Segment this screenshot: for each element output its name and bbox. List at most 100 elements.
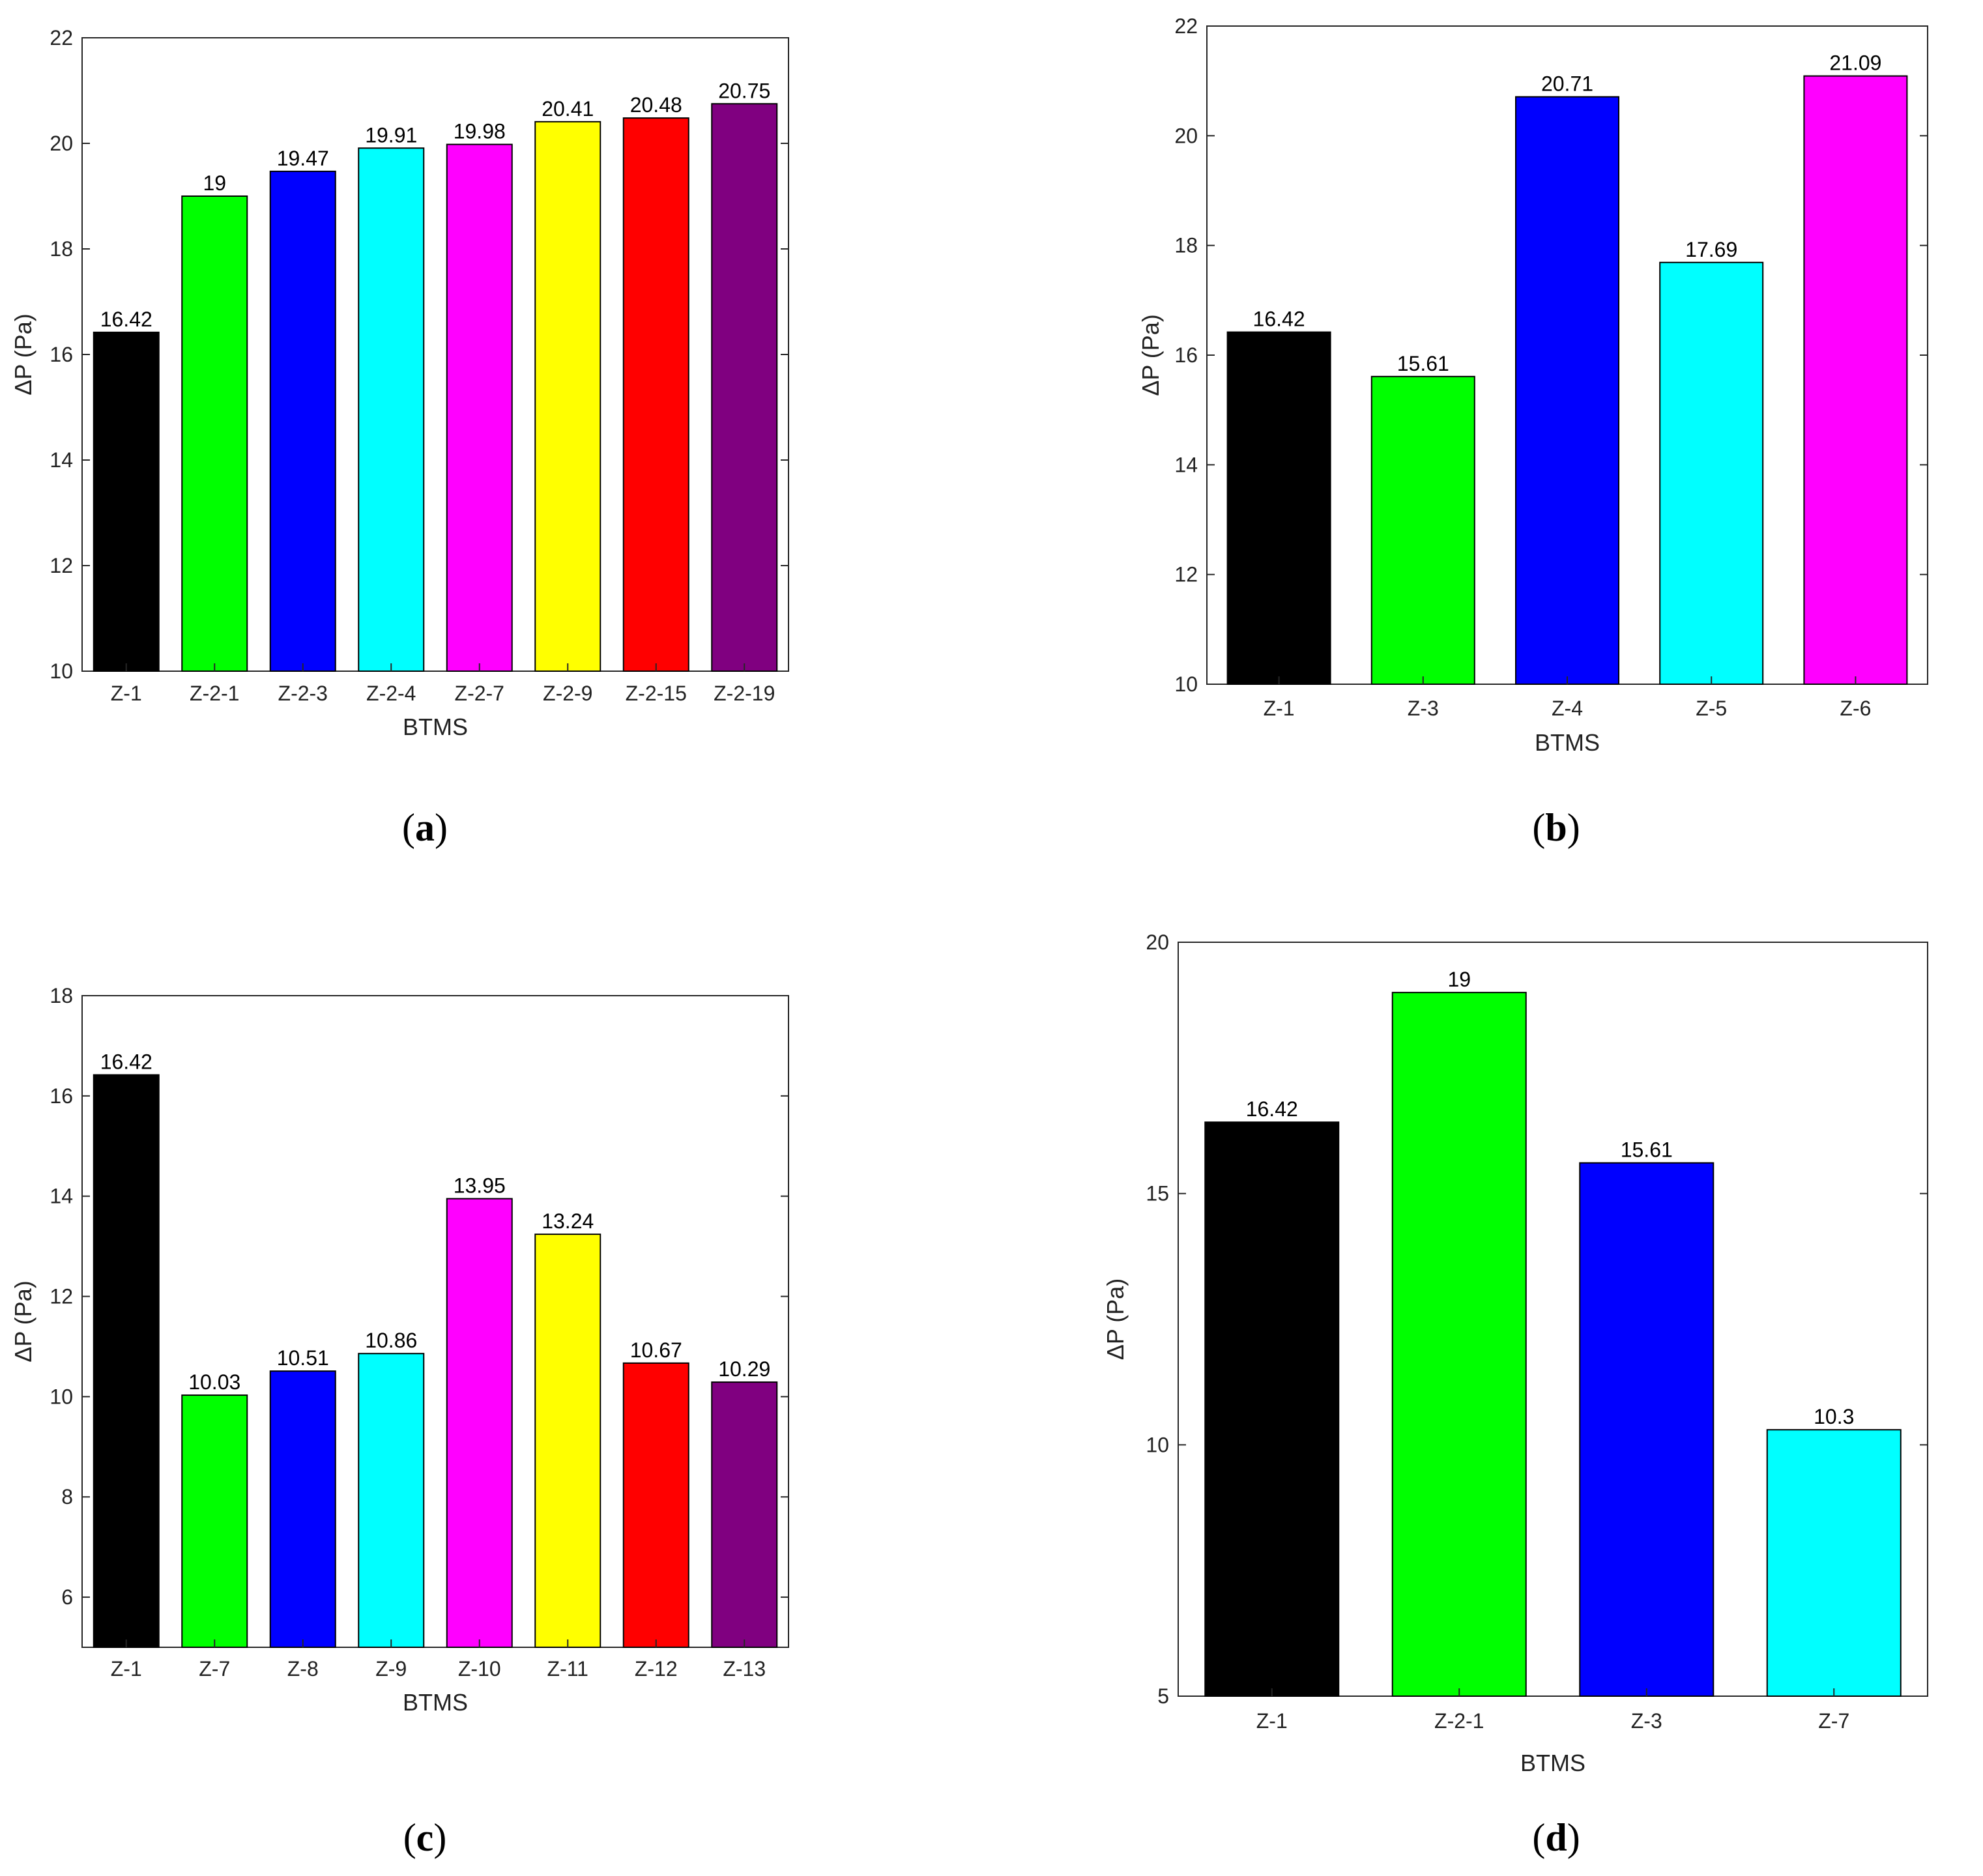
x-tick-label: Z-11 xyxy=(547,1657,588,1681)
data-label: 16.42 xyxy=(1246,1097,1298,1121)
data-label: 16.42 xyxy=(100,308,152,331)
x-tick-label: Z-10 xyxy=(458,1657,501,1681)
chart-a: 10 12 14 16 18 20 22 16.42 Z-1 19 Z-2-1 19.47 Z-2-3 1… xyxy=(10,26,789,849)
y-tick-label: 16 xyxy=(50,343,73,366)
x-tick-label: Z-1 xyxy=(111,1657,142,1681)
bar-z-2-1 xyxy=(1391,992,1527,1697)
data-label: 19.47 xyxy=(277,147,329,170)
data-label: 10.29 xyxy=(718,1357,770,1381)
y-tick-label: 18 xyxy=(50,984,73,1007)
data-label: 17.69 xyxy=(1685,238,1737,261)
bar-z-13 xyxy=(711,1381,778,1648)
x-tick-label: Z-1 xyxy=(1256,1709,1288,1733)
bar-z-1 xyxy=(93,1074,160,1648)
panel-caption: (b) xyxy=(1532,806,1580,849)
y-tick-label: 20 xyxy=(1146,931,1169,954)
x-tick-label: Z-2-1 xyxy=(1434,1709,1484,1733)
bar-z-2-19 xyxy=(711,103,778,672)
data-label: 13.24 xyxy=(542,1209,594,1233)
bar-z-2-15 xyxy=(622,117,689,672)
x-tick-label: Z-3 xyxy=(1631,1709,1662,1733)
panel-caption-letter: c xyxy=(416,1816,434,1859)
data-label: 10.3 xyxy=(1814,1405,1854,1428)
x-axis-label: BTMS xyxy=(1520,1750,1585,1776)
bar-z-3 xyxy=(1579,1162,1715,1697)
bar-z-2-3 xyxy=(269,170,336,672)
y-tick-label: 14 xyxy=(50,1185,73,1208)
bar-z-1 xyxy=(93,331,160,672)
bar-z-11 xyxy=(534,1234,601,1648)
data-label: 21.09 xyxy=(1829,51,1881,75)
data-label: 20.75 xyxy=(718,79,770,102)
panel-caption: (c) xyxy=(403,1816,447,1859)
bar-z-12 xyxy=(622,1362,689,1649)
data-label: 10.03 xyxy=(188,1370,240,1394)
y-tick-label: 15 xyxy=(1146,1182,1169,1205)
x-tick-label: Z-2-1 xyxy=(190,682,239,705)
y-axis-label: ΔP (Pa) xyxy=(10,1280,36,1362)
data-label: 19.98 xyxy=(454,120,506,143)
y-tick-label: 12 xyxy=(50,554,73,577)
y-tick-label: 10 xyxy=(50,1385,73,1408)
data-label: 16.42 xyxy=(100,1050,152,1074)
y-axis-label: ΔP (Pa) xyxy=(1102,1278,1129,1360)
panel-caption-letter: d xyxy=(1545,1816,1567,1859)
bar-z-5 xyxy=(1659,261,1764,685)
y-tick-label: 6 xyxy=(61,1585,73,1609)
x-tick-label: Z-5 xyxy=(1696,697,1727,720)
data-label: 13.95 xyxy=(454,1174,506,1198)
x-tick-label: Z-12 xyxy=(635,1657,678,1681)
y-tick-label: 10 xyxy=(50,659,73,683)
y-tick-label: 18 xyxy=(1174,234,1198,257)
x-tick-label: Z-2-19 xyxy=(714,682,775,705)
data-label: 15.61 xyxy=(1621,1138,1673,1162)
x-tick-label: Z-13 xyxy=(723,1657,766,1681)
y-tick-label: 10 xyxy=(1146,1433,1169,1456)
y-tick-label: 14 xyxy=(1174,453,1198,476)
bar-z-1 xyxy=(1226,331,1331,685)
x-tick-label: Z-2-4 xyxy=(366,682,416,705)
bar-z-7 xyxy=(1766,1429,1902,1697)
y-tick-label: 22 xyxy=(50,26,73,50)
data-label: 20.41 xyxy=(542,97,594,121)
y-tick-label: 16 xyxy=(1174,343,1198,367)
bar-z-4 xyxy=(1515,96,1619,685)
x-tick-label: Z-3 xyxy=(1408,697,1439,720)
x-axis-label: BTMS xyxy=(1535,729,1600,756)
bar-z-2-1 xyxy=(181,195,248,672)
chart-c: 6 8 10 12 14 16 18 16.42 Z-1 10.03 Z-7 10.51 Z-8 10.8… xyxy=(10,984,789,1859)
data-label: 20.48 xyxy=(630,93,682,117)
panel-caption-letter: a xyxy=(415,806,435,849)
data-label: 10.86 xyxy=(365,1329,417,1352)
bar-z-8 xyxy=(269,1370,336,1648)
panel-caption-letter: b xyxy=(1545,806,1567,849)
x-tick-label: Z-8 xyxy=(287,1657,319,1681)
x-tick-label: Z-4 xyxy=(1552,697,1583,720)
data-label: 20.71 xyxy=(1541,72,1593,96)
data-label: 19.91 xyxy=(365,123,417,147)
panel-caption: (a) xyxy=(402,806,448,849)
bar-z-1 xyxy=(1204,1121,1340,1697)
y-tick-label: 5 xyxy=(1157,1684,1169,1708)
data-label: 19 xyxy=(1447,968,1471,991)
y-tick-label: 20 xyxy=(1174,124,1198,147)
bar-z-2-9 xyxy=(534,121,601,672)
y-tick-label: 14 xyxy=(50,448,73,472)
chart-d: 5 10 15 20 16.42 Z-1 19 Z-2-1 15.61 Z-3 10.3 Z-7 BTM… xyxy=(1102,931,1928,1859)
y-axis-label: ΔP (Pa) xyxy=(10,313,36,395)
y-tick-label: 20 xyxy=(50,132,73,155)
data-label: 19 xyxy=(203,171,226,195)
bar-z-3 xyxy=(1370,375,1475,685)
y-tick-label: 10 xyxy=(1174,672,1198,696)
data-label: 10.51 xyxy=(277,1346,329,1370)
data-label: 15.61 xyxy=(1397,352,1449,375)
x-tick-label: Z-6 xyxy=(1840,697,1871,720)
x-tick-label: Z-1 xyxy=(111,682,142,705)
y-axis-label: ΔP (Pa) xyxy=(1137,314,1164,396)
x-tick-label: Z-7 xyxy=(199,1657,230,1681)
bar-z-2-7 xyxy=(446,143,513,672)
data-label: 16.42 xyxy=(1253,308,1305,331)
y-tick-label: 12 xyxy=(1174,563,1198,586)
y-tick-label: 16 xyxy=(50,1084,73,1108)
